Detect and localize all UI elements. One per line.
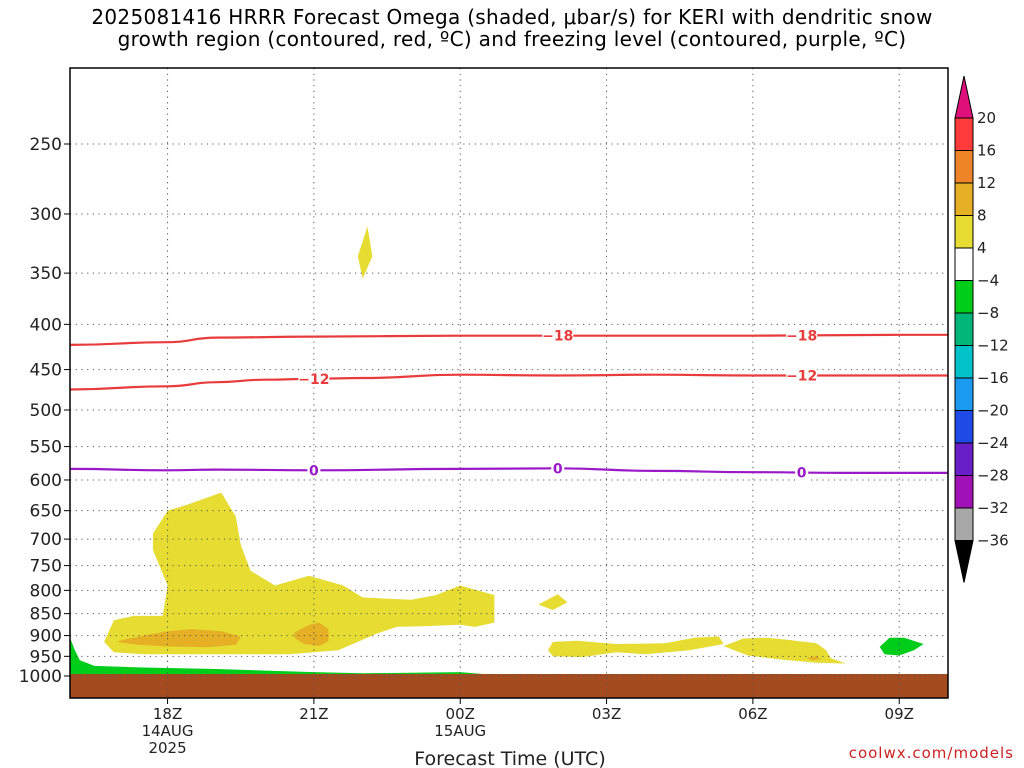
colorbar-band-0 [954, 117, 974, 151]
colorbar-band-4 [954, 247, 974, 281]
x-tick-label-03Z: 03Z [592, 705, 621, 723]
colorbar-label-12: −32 [977, 499, 1009, 517]
dgz-minus18-label-bg-1 [786, 327, 818, 344]
colorbar-band-6 [954, 312, 974, 346]
omega-8-12-21z [294, 622, 329, 647]
colorbar-bottom-arrow [954, 540, 974, 583]
y-tick-label-400: 400 [30, 315, 62, 335]
x-axis-label: Forecast Time (UTC) [414, 748, 605, 768]
chart-title-line-2: growth region (contoured, red, ºC) and f… [117, 27, 907, 51]
y-tick-label-850: 850 [30, 605, 62, 625]
colorbar-label-5: −4 [977, 272, 999, 290]
colorbar-label-1: 16 [977, 142, 996, 160]
colorbar-band-1 [954, 150, 974, 184]
colorbar-label-8: −16 [977, 369, 1009, 387]
dgz-minus12-line [70, 373, 948, 391]
colorbar-label-11: −28 [977, 467, 1009, 485]
x-tick-label-00Z: 00Z [446, 705, 475, 723]
colorbar-label-6: −8 [977, 304, 999, 322]
colorbar-band-10 [954, 442, 974, 476]
freezing-level-line [70, 467, 948, 475]
freezing-level-label-bg-0 [307, 462, 321, 479]
y-tick-label-550: 550 [30, 438, 62, 458]
freezing-level-label-0: 0 [309, 463, 319, 479]
colorbar-band-2 [954, 182, 974, 216]
y-tick-label-350: 350 [30, 264, 62, 284]
y-tick-label-250: 250 [30, 135, 62, 155]
colorbar-band-9 [954, 410, 974, 444]
omega-4-8-small-upper [357, 226, 373, 279]
colorbar-band-7 [954, 345, 974, 379]
colorbar-label-10: −24 [977, 434, 1009, 452]
dgz-minus12-label-bg-0 [298, 370, 330, 387]
plot-frame [69, 67, 949, 699]
colorbar-label-7: −12 [977, 337, 1009, 355]
y-tick-label-300: 300 [30, 205, 62, 225]
colorbar-label-13: −36 [977, 532, 1009, 550]
dgz-minus18-label-1: −18 [786, 328, 817, 344]
colorbar-band-3 [954, 215, 974, 249]
omega-minus4-minus8-surface [70, 637, 485, 676]
chart-title-line-1: 2025081416 HRRR Forecast Omega (shaded, … [91, 5, 933, 29]
dgz-minus12-label-0: −12 [298, 372, 329, 388]
colorbar-top-arrow [954, 75, 974, 119]
colorbar-label-3: 8 [977, 207, 987, 225]
omega-8-12-06z [806, 656, 822, 661]
dgz-minus12-label-1: −12 [786, 368, 817, 384]
colorbar-label-0: 20 [977, 109, 996, 127]
y-tick-label-950: 950 [30, 647, 62, 667]
chart-title: 2025081416 HRRR Forecast Omega (shaded, … [0, 6, 1024, 50]
y-tick-label-750: 750 [30, 557, 62, 577]
colorbar-band-12 [954, 507, 974, 541]
colorbar-band-5 [954, 280, 974, 314]
freezing-level-label-2: 0 [797, 466, 807, 482]
omega-minus4-minus8-08z [879, 637, 924, 656]
y-tick-label-500: 500 [30, 401, 62, 421]
y-tick-label-900: 900 [30, 627, 62, 647]
dgz-minus18-label-bg-0 [542, 327, 574, 344]
x-tick-sub-18Z-0: 14AUG [142, 722, 194, 740]
surface-terrain [70, 674, 948, 698]
dgz-minus18-label-0: −18 [542, 329, 573, 345]
x-tick-sub-18Z-1: 2025 [148, 739, 186, 757]
x-tick-label-06Z: 06Z [738, 705, 767, 723]
omega-8-12-low [118, 629, 241, 648]
x-tick-label-21Z: 21Z [299, 705, 328, 723]
freezing-level-label-bg-1 [551, 460, 565, 477]
omega-4-8-06z [723, 637, 846, 664]
omega-4-8-03z [548, 636, 724, 658]
colorbar-label-4: 4 [977, 239, 987, 257]
y-tick-label-1000: 1000 [19, 667, 62, 687]
x-tick-sub-00Z-0: 15AUG [434, 722, 486, 740]
colorbar-label-2: 12 [977, 174, 996, 192]
x-tick-label-09Z: 09Z [885, 705, 914, 723]
colorbar-band-8 [954, 377, 974, 411]
colorbar-band-11 [954, 475, 974, 509]
freezing-level-label-1: 0 [553, 461, 563, 477]
site-credit: coolwx.com/models [848, 744, 1014, 762]
y-tick-label-700: 700 [30, 530, 62, 550]
y-tick-label-450: 450 [30, 361, 62, 381]
x-tick-label-18Z: 18Z [153, 705, 182, 723]
dgz-minus12-label-bg-1 [786, 367, 818, 384]
y-tick-label-600: 600 [30, 471, 62, 491]
colorbar-label-9: −20 [977, 402, 1009, 420]
omega-4-8-02z [538, 594, 568, 610]
y-tick-label-800: 800 [30, 581, 62, 601]
y-tick-label-650: 650 [30, 502, 62, 522]
freezing-level-label-bg-2 [795, 464, 809, 481]
dgz-minus18-line [70, 333, 948, 346]
